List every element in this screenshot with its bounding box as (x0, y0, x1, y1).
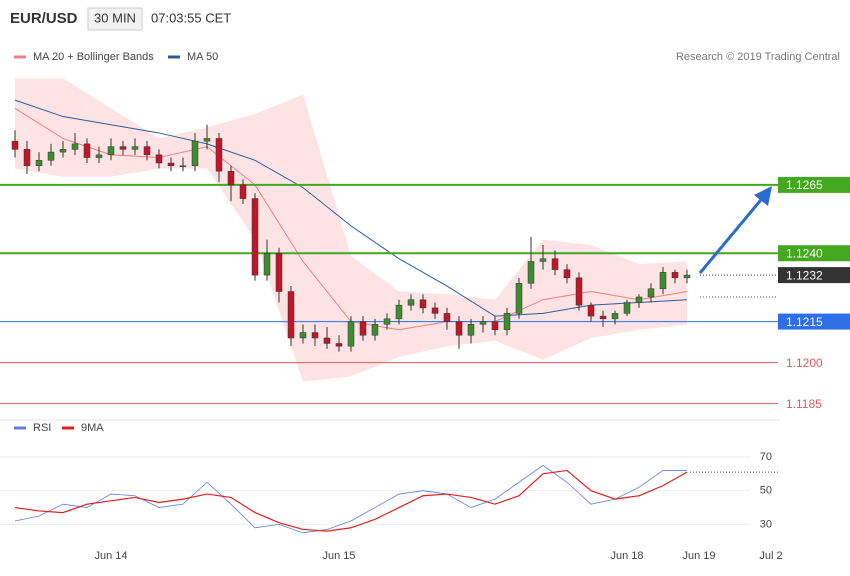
candle-body (527, 261, 535, 284)
candle-body (287, 291, 295, 339)
rsi-line (14, 469, 688, 532)
candle-body (575, 277, 583, 306)
candle-body (491, 321, 499, 331)
legend-label: MA 50 (187, 51, 218, 63)
candle-body (515, 283, 523, 314)
level-box (778, 313, 850, 330)
x-tick-label: Jun 18 (610, 550, 643, 562)
candle-body (347, 321, 355, 347)
candle-body (407, 299, 415, 306)
candle-body (191, 140, 199, 167)
x-tick-label: Jun 19 (682, 550, 715, 562)
candle-body (11, 140, 19, 150)
candle-body (167, 162, 175, 167)
level-label: 1.1185 (786, 397, 822, 411)
candle-body (203, 138, 211, 142)
candle-body (623, 302, 631, 314)
time: 07:03:55 CET (151, 10, 231, 25)
level-box (778, 267, 850, 284)
legend-label: MA 20 + Bollinger Bands (33, 51, 154, 63)
ma50-line (14, 99, 688, 317)
candle-body (359, 321, 367, 336)
level-label: 1.1232 (786, 268, 823, 282)
candle-body (395, 304, 403, 320)
y-tick-label: 50 (760, 485, 772, 497)
candle-body (419, 299, 427, 309)
x-tick-label: Jun 15 (322, 550, 355, 562)
rsi-line (14, 464, 687, 534)
y-tick-label: 30 (760, 518, 772, 530)
timeframe: 30 MIN (94, 10, 136, 25)
candle-body (599, 315, 607, 320)
candle-body (263, 252, 271, 276)
candle-body (371, 324, 379, 336)
forecast-arrow (698, 194, 767, 274)
candle-body (107, 146, 115, 156)
candle-body (323, 337, 331, 344)
timeframe-box (87, 7, 143, 31)
candle-body (551, 258, 559, 270)
candle-body (431, 307, 439, 314)
candle-body (611, 313, 619, 320)
level-label: 1.1215 (786, 315, 823, 329)
candle-body (23, 149, 31, 167)
x-tick-label: Jun 14 (94, 550, 127, 562)
credit: Research © 2019 Trading Central (676, 51, 840, 63)
candle-body (503, 313, 511, 331)
candle-body (131, 146, 139, 150)
candle-body (239, 184, 247, 199)
candle-body (95, 154, 103, 158)
level-label: 1.1200 (786, 356, 823, 370)
candle-body (215, 138, 223, 172)
candle-body (227, 170, 235, 186)
candle-body (83, 143, 91, 158)
candle-body (659, 272, 667, 290)
candle-body (35, 160, 43, 167)
candle-body (47, 151, 55, 161)
level-label: 1.1240 (786, 246, 823, 260)
candle-body (443, 313, 451, 322)
candle-body (539, 258, 547, 262)
candle-body (671, 272, 679, 279)
candle-body (59, 149, 67, 153)
candle-body (311, 332, 319, 339)
candle-body (143, 146, 151, 156)
level-label: 1.1265 (786, 178, 823, 192)
candle-body (119, 146, 127, 150)
legend-label: RSI (33, 422, 51, 434)
candle-body (275, 252, 283, 292)
legend-label: 9MA (81, 422, 104, 434)
level-box (778, 176, 850, 193)
arrow-head (754, 186, 772, 206)
candle-body (155, 154, 163, 164)
candle-body (455, 321, 463, 336)
candle-body (683, 274, 691, 279)
candle-body (467, 324, 475, 336)
candle-body (587, 304, 595, 317)
candle-body (635, 296, 643, 303)
x-tick-label: Jul 2 (759, 550, 782, 562)
candle-body (179, 165, 187, 168)
candle-body (563, 269, 571, 279)
symbol: EUR/USD (10, 10, 78, 27)
candle-body (383, 318, 391, 325)
candle-body (479, 321, 487, 325)
candle-body (71, 143, 79, 150)
candle-body (299, 332, 307, 339)
candle-body (251, 198, 259, 276)
candle-body (647, 288, 655, 298)
y-tick-label: 70 (760, 451, 772, 463)
level-box (778, 245, 850, 262)
candle-body (335, 343, 343, 347)
